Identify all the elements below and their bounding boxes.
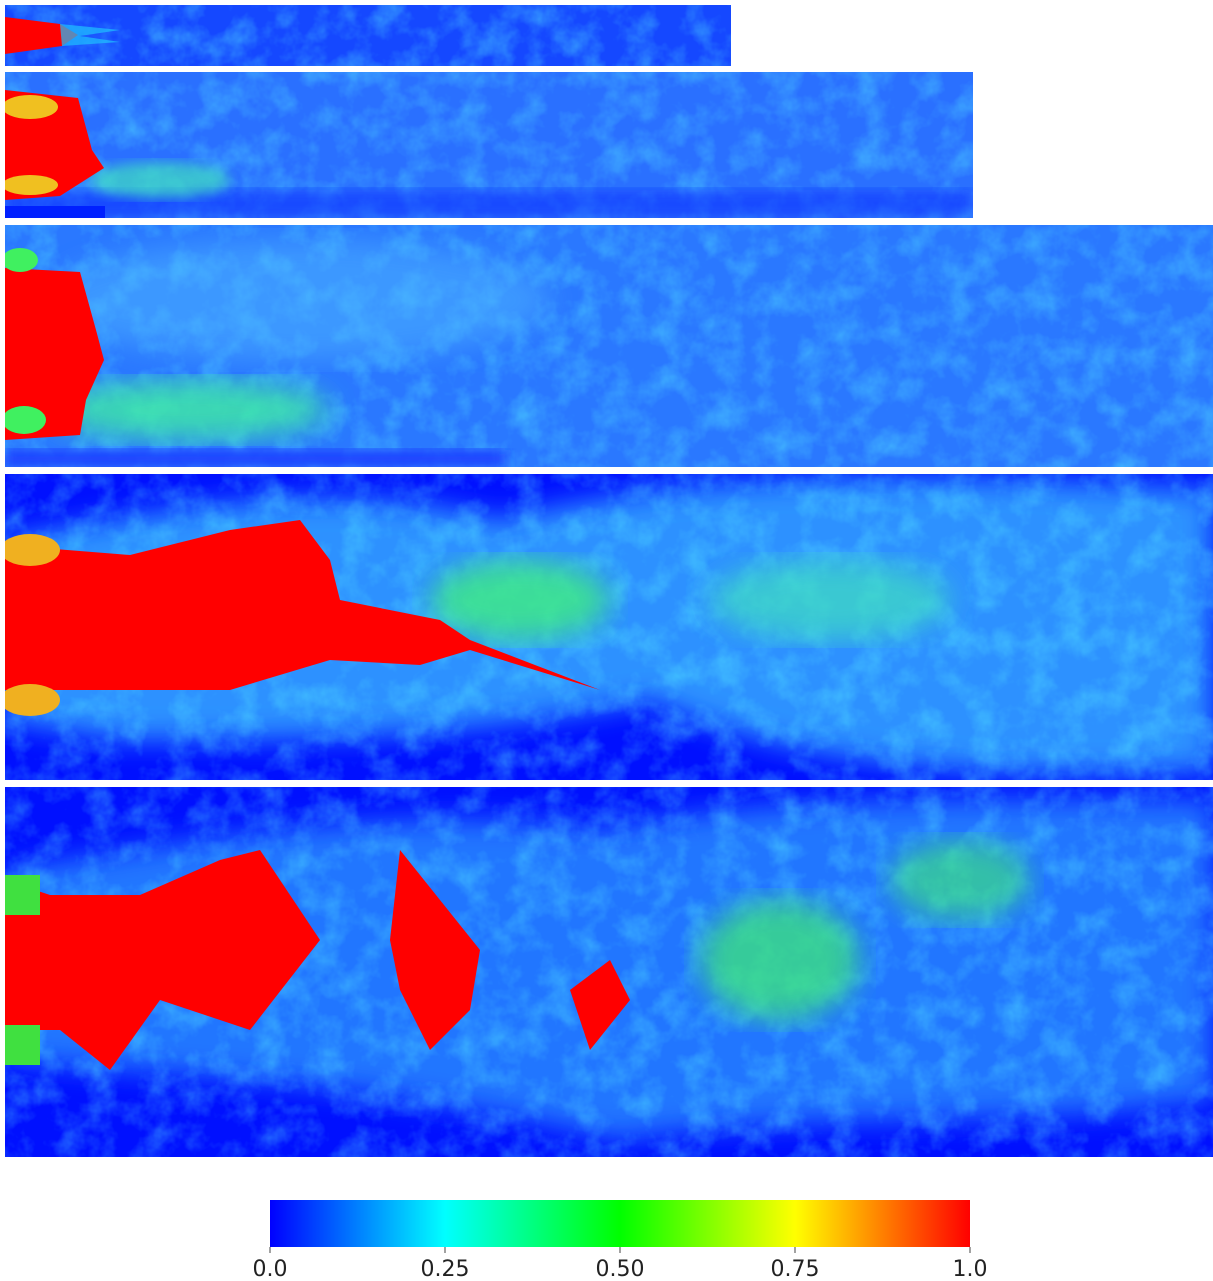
tick-label: 0.50 <box>596 1257 645 1281</box>
panel-5 <box>5 787 1213 1157</box>
panel-3 <box>5 225 1213 467</box>
colorbar-ticks: 0.0 0.25 0.50 0.75 1.0 <box>253 1247 988 1281</box>
panel-4 <box>5 474 1213 780</box>
panel-2 <box>5 72 973 218</box>
tick-label: 1.0 <box>953 1257 988 1281</box>
tick-label: 0.0 <box>253 1257 288 1281</box>
panel-1 <box>5 5 731 66</box>
tick-label: 0.75 <box>771 1257 820 1281</box>
tick-label: 0.25 <box>421 1257 470 1281</box>
colorbar <box>270 1200 970 1247</box>
